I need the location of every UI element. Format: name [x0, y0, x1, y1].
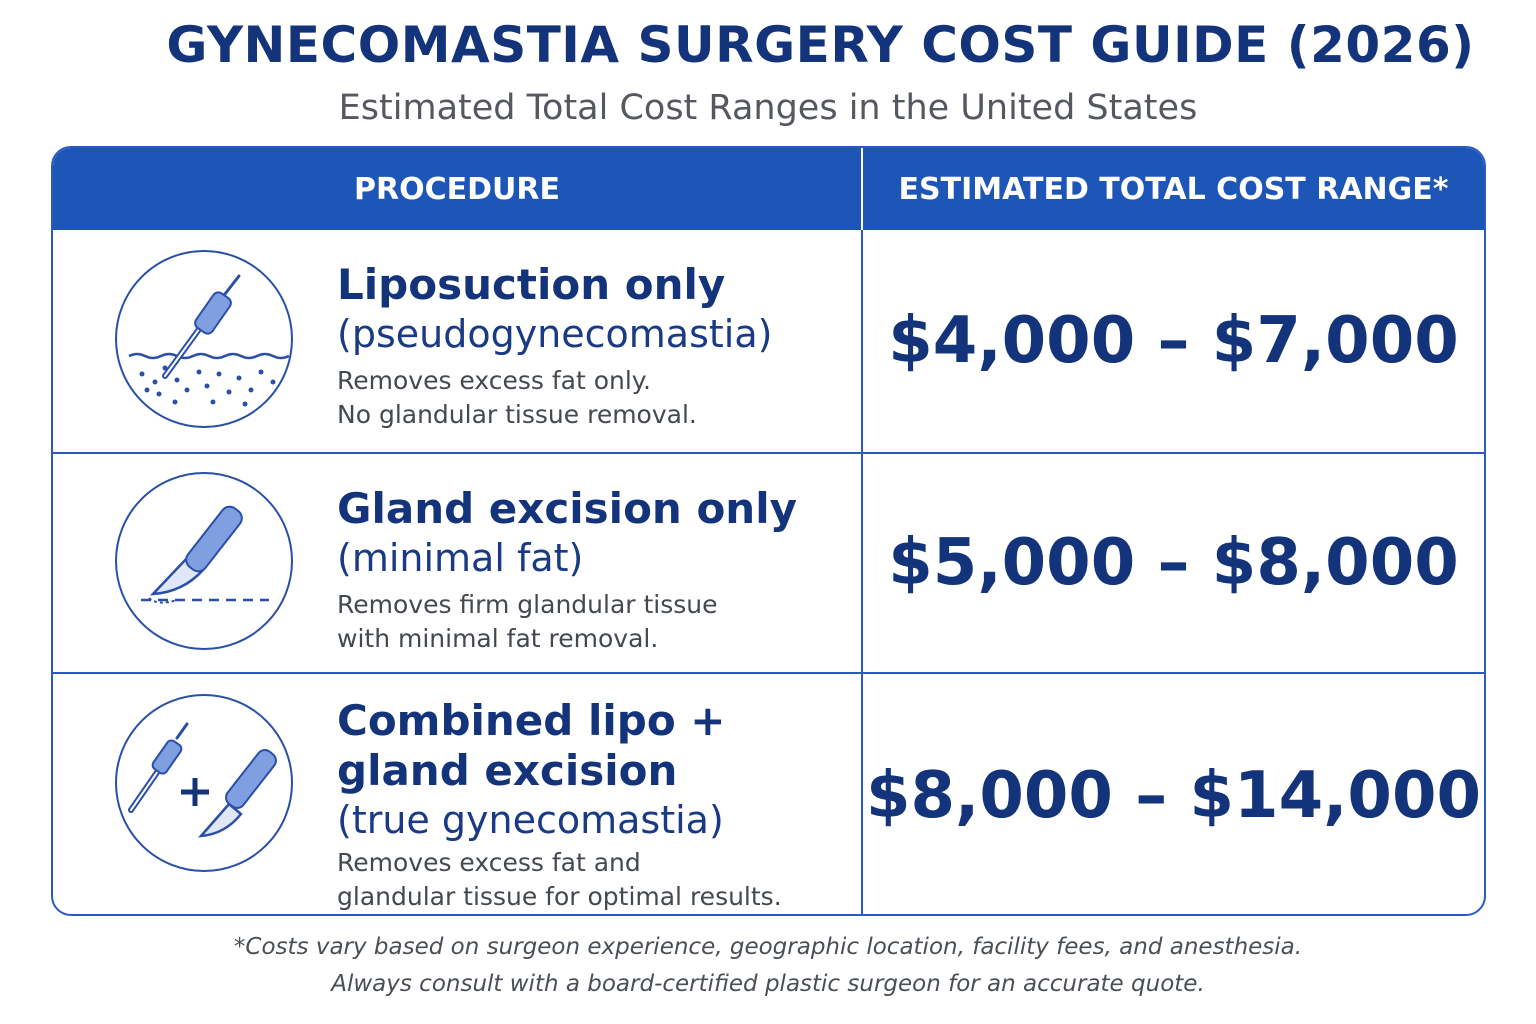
procedure-text: Gland excision only (minimal fat) Remove… — [337, 484, 797, 656]
description-line: with minimal fat removal. — [337, 624, 659, 653]
page-subtitle: Estimated Total Cost Ranges in the Unite… — [338, 88, 1198, 128]
procedure-name: Liposuction only — [337, 260, 726, 309]
description-line: Removes excess fat only. — [337, 366, 651, 395]
procedure-name: Combined lipo + — [337, 696, 726, 745]
cost-range: $4,000 – $7,000 — [888, 304, 1459, 378]
procedure-qualifier: (pseudogynecomastia) — [337, 312, 773, 356]
procedure-name-line2: gland excision — [337, 746, 678, 795]
scalpel-icon — [115, 472, 293, 650]
table-row: Gland excision only (minimal fat) Remove… — [53, 452, 1484, 672]
procedure-cell: Combined lipo + gland excision (true gyn… — [53, 674, 863, 914]
procedure-description: Removes firm glandular tissue with minim… — [337, 588, 797, 656]
procedure-text: Combined lipo + gland excision (true gyn… — [337, 696, 782, 914]
liposuction-cannula-icon — [115, 250, 293, 428]
page-title: GYNECOMASTIA SURGERY COST GUIDE (2026) — [166, 16, 1475, 74]
cost-table: PROCEDURE ESTIMATED TOTAL COST RANGE* — [51, 146, 1486, 916]
table-row: Liposuction only (pseudogynecomastia) Re… — [53, 230, 1484, 452]
column-header-procedure: PROCEDURE — [53, 148, 863, 230]
footnote-line: *Costs vary based on surgeon experience,… — [233, 934, 1303, 960]
procedure-description: Removes excess fat only. No glandular ti… — [337, 364, 772, 432]
column-header-cost: ESTIMATED TOTAL COST RANGE* — [898, 171, 1449, 207]
cost-range: $5,000 – $8,000 — [888, 526, 1459, 600]
cost-range: $8,000 – $14,000 — [865, 759, 1482, 833]
procedure-description: Removes excess fat and glandular tissue … — [337, 846, 782, 914]
procedure-cell: Gland excision only (minimal fat) Remove… — [53, 454, 863, 672]
procedure-qualifier: (minimal fat) — [337, 536, 584, 580]
footnote-line: Always consult with a board-certified pl… — [331, 971, 1205, 997]
procedure-qualifier: (true gynecomastia) — [337, 798, 724, 842]
procedure-text: Liposuction only (pseudogynecomastia) Re… — [337, 260, 772, 432]
procedure-name: Gland excision only — [337, 484, 797, 533]
table-header: PROCEDURE ESTIMATED TOTAL COST RANGE* — [53, 148, 1484, 230]
description-line: Removes firm glandular tissue — [337, 590, 718, 619]
description-line: Removes excess fat and — [337, 848, 641, 877]
description-line: No glandular tissue removal. — [337, 400, 697, 429]
procedure-cell: Liposuction only (pseudogynecomastia) Re… — [53, 230, 863, 452]
table-row: Combined lipo + gland excision (true gyn… — [53, 672, 1484, 914]
description-line: glandular tissue for optimal results. — [337, 882, 782, 911]
cannula-plus-scalpel-icon — [115, 694, 293, 872]
